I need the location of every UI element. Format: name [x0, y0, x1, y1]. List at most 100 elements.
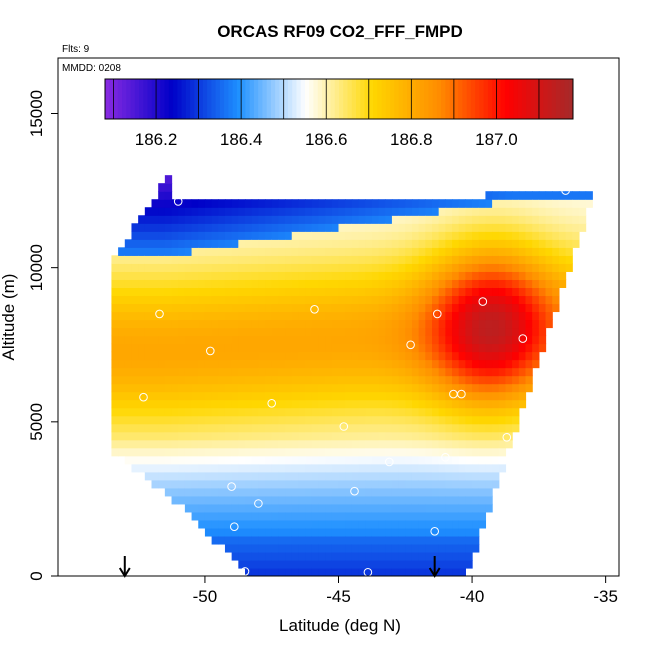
field-cell — [184, 263, 193, 272]
field-cell — [191, 415, 199, 425]
field-cell — [285, 367, 293, 377]
field-cell — [405, 543, 413, 553]
field-cell — [425, 511, 433, 521]
field-cell — [278, 535, 286, 545]
field-cell — [251, 375, 259, 385]
field-cell — [345, 455, 353, 465]
field-cell — [278, 215, 286, 224]
field-cell — [151, 367, 159, 377]
field-cell — [525, 247, 533, 256]
field-cell — [258, 415, 266, 425]
field-cell — [398, 383, 406, 393]
field-cell — [331, 319, 340, 329]
field-cell — [178, 431, 186, 441]
field-cell — [318, 495, 326, 505]
field-cell — [472, 223, 480, 232]
field-cell — [378, 479, 386, 489]
field-cell — [331, 375, 340, 385]
field-cell — [452, 567, 460, 576]
colorbar-tick-label: 186.2 — [135, 130, 178, 149]
field-cell — [458, 359, 466, 369]
field-cell — [198, 239, 206, 248]
field-cell — [278, 287, 286, 297]
colorbar-segment — [198, 79, 204, 119]
field-cell — [305, 287, 313, 297]
field-cell — [311, 215, 320, 224]
field-cell — [331, 255, 340, 264]
field-cell — [411, 279, 420, 288]
field-cell — [425, 343, 433, 353]
field-cell — [371, 279, 380, 288]
field-cell — [425, 311, 433, 321]
field-cell — [425, 559, 433, 569]
field-cell — [131, 351, 139, 361]
field-cell — [472, 455, 480, 465]
field-cell — [425, 479, 433, 489]
field-cell — [124, 319, 133, 329]
field-cell — [405, 239, 413, 248]
field-cell — [258, 559, 266, 569]
field-cell — [178, 247, 186, 256]
field-cell — [518, 327, 527, 337]
field-cell — [218, 527, 226, 537]
field-cell — [345, 439, 353, 449]
field-cell — [485, 423, 493, 433]
field-cell — [532, 311, 540, 321]
field-cell — [351, 527, 360, 537]
field-cell — [191, 391, 199, 401]
field-cell — [385, 311, 393, 321]
field-cell — [231, 271, 239, 280]
field-cell — [498, 399, 507, 409]
field-cell — [184, 311, 193, 321]
field-cell — [258, 423, 266, 433]
field-cell — [438, 367, 446, 377]
field-cell — [585, 199, 593, 208]
field-cell — [458, 407, 466, 417]
field-cell — [245, 231, 253, 240]
field-cell — [298, 407, 306, 417]
field-cell — [311, 559, 320, 569]
field-cell — [458, 391, 466, 401]
field-cell — [465, 351, 473, 361]
field-cell — [171, 287, 179, 297]
field-cell — [224, 487, 233, 497]
field-cell — [191, 351, 199, 361]
field-cell — [138, 375, 146, 385]
field-cell — [184, 431, 193, 441]
field-cell — [144, 415, 153, 425]
field-cell — [391, 439, 400, 449]
field-cell — [305, 479, 313, 489]
colorbar-segment — [168, 79, 174, 119]
field-cell — [211, 439, 219, 449]
field-cell — [518, 199, 527, 208]
field-cell — [211, 519, 219, 529]
field-cell — [231, 447, 239, 457]
field-cell — [458, 327, 466, 337]
field-cell — [271, 495, 279, 505]
field-cell — [318, 343, 326, 353]
field-cell — [204, 479, 213, 489]
colorbar-segment — [321, 79, 327, 119]
field-cell — [325, 391, 333, 401]
field-cell — [438, 479, 446, 489]
field-cell — [485, 279, 493, 288]
colorbar-tick-label: 186.6 — [305, 130, 348, 149]
field-cell — [131, 423, 139, 433]
field-cell — [318, 559, 326, 569]
field-cell — [545, 223, 553, 232]
field-cell — [438, 391, 446, 401]
field-cell — [325, 535, 333, 545]
field-cell — [371, 351, 380, 361]
field-cell — [418, 535, 426, 545]
field-cell — [218, 495, 226, 505]
field-cell — [231, 279, 239, 288]
field-cell — [178, 231, 186, 240]
field-cell — [285, 479, 293, 489]
field-cell — [425, 567, 433, 576]
colorbar-segment — [364, 79, 370, 119]
field-cell — [204, 527, 213, 537]
field-cell — [251, 343, 259, 353]
field-cell — [365, 391, 373, 401]
field-cell — [371, 399, 380, 409]
field-cell — [378, 503, 386, 513]
